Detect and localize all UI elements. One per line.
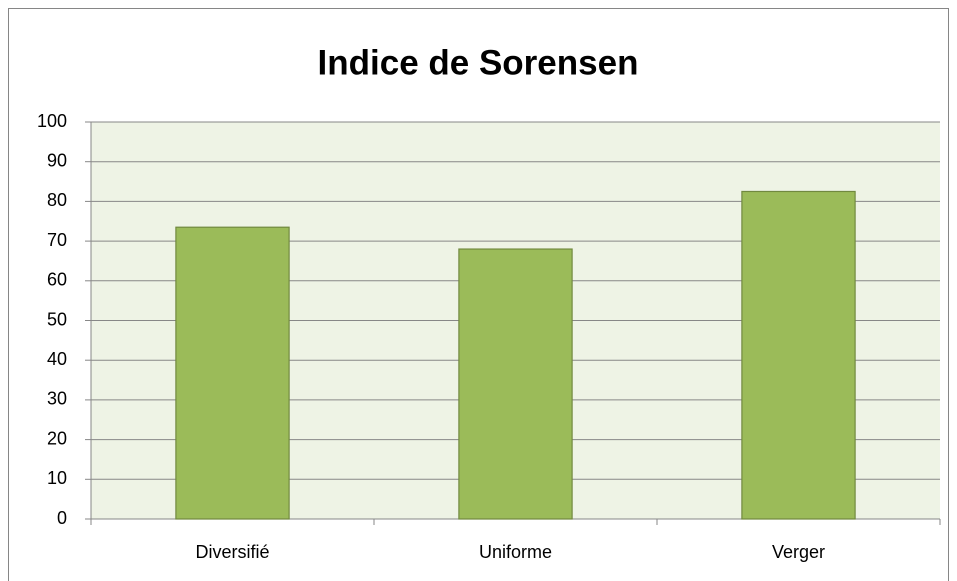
y-tick-label: 50: [47, 309, 67, 329]
chart-frame: [8, 8, 949, 581]
y-tick-label: 0: [57, 508, 67, 528]
y-tick-label: 70: [47, 230, 67, 250]
x-tick-label: Uniforme: [479, 542, 552, 562]
y-tick-label: 80: [47, 190, 67, 210]
chart-title: Indice de Sorensen: [318, 43, 639, 82]
y-tick-label: 90: [47, 150, 67, 170]
x-tick-label: Verger: [772, 542, 825, 562]
bar: [741, 190, 856, 520]
bar: [175, 226, 290, 520]
y-tick-label: 20: [47, 428, 67, 448]
y-tick-label: 100: [37, 111, 67, 131]
y-tick-label: 40: [47, 349, 67, 369]
x-tick-label: Diversifié: [195, 542, 269, 562]
y-tick-label: 60: [47, 270, 67, 290]
bar: [458, 248, 573, 520]
y-tick-label: 10: [47, 468, 67, 488]
y-tick-label: 30: [47, 389, 67, 409]
